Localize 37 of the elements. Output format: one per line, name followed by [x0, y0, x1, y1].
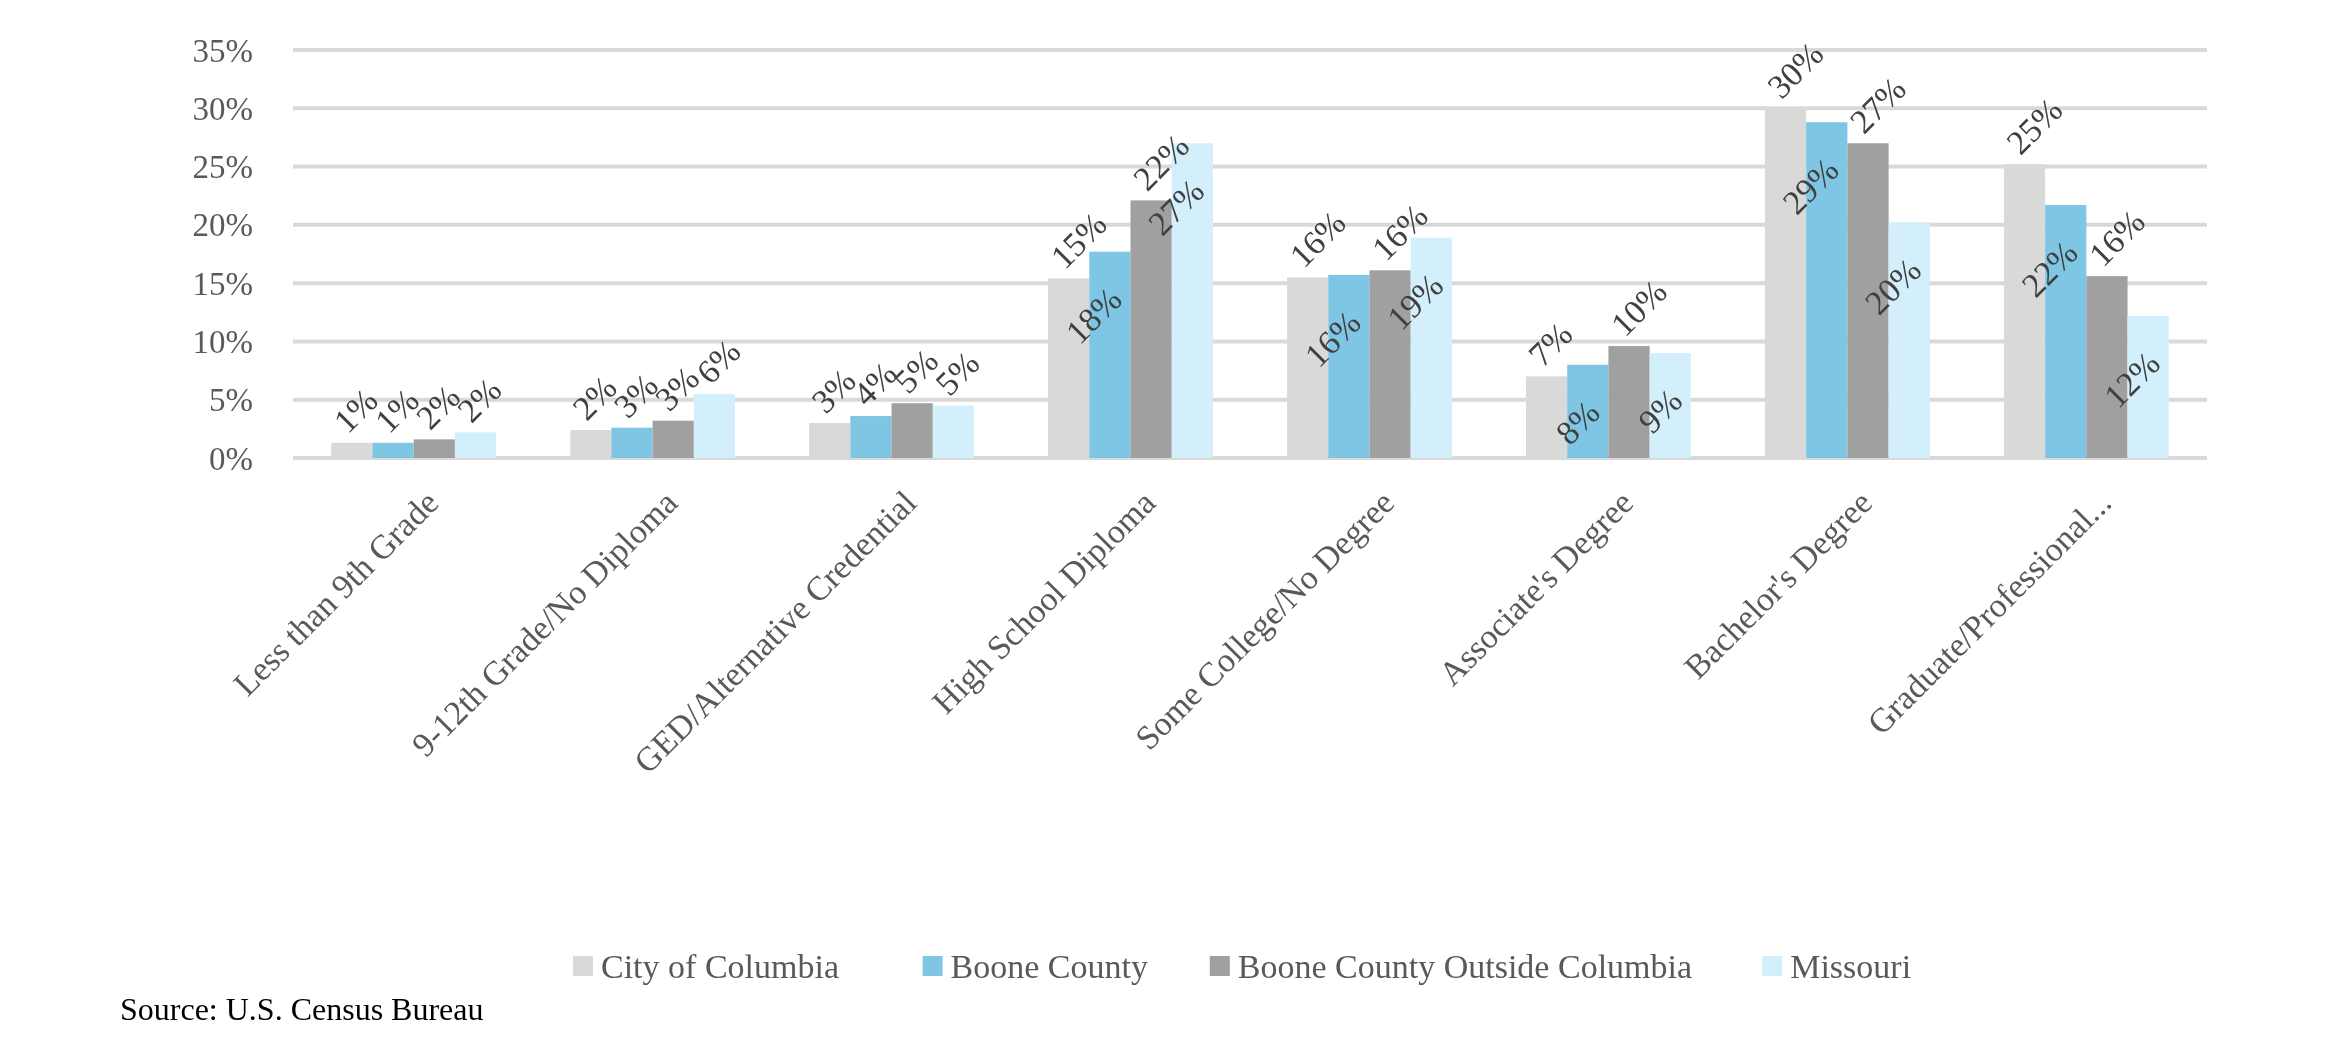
legend-label: Missouri	[1790, 947, 1912, 985]
data-label: 29%	[1775, 151, 1846, 222]
y-tick-label: 15%	[192, 265, 253, 302]
data-label: 15%	[1043, 205, 1114, 276]
bar	[413, 439, 455, 458]
bar	[932, 405, 975, 458]
bar	[891, 403, 933, 458]
data-label: 18%	[1058, 280, 1129, 351]
source-note: Source: U.S. Census Bureau	[120, 991, 484, 1027]
bar	[454, 432, 497, 458]
data-label: 16%	[1282, 204, 1353, 275]
y-tick-label: 35%	[192, 32, 253, 69]
y-tick-label: 5%	[209, 382, 253, 419]
data-label: 16%	[1297, 303, 1368, 375]
legend-label: City of Columbia	[601, 947, 839, 985]
data-label: 12%	[2096, 344, 2168, 415]
data-label: 30%	[1760, 35, 1831, 106]
data-label: 19%	[1380, 266, 1451, 337]
bar	[611, 427, 653, 458]
data-label: 10%	[1603, 272, 1675, 344]
data-label: 20%	[1857, 251, 1929, 322]
bar	[652, 420, 694, 458]
data-label: 16%	[1364, 197, 1436, 268]
data-label: 7%	[1521, 315, 1580, 374]
legend-label: Boone County	[950, 947, 1149, 985]
y-tick-label: 10%	[192, 323, 253, 360]
y-tick-label: 0%	[209, 440, 253, 477]
bar	[372, 442, 414, 458]
bar	[850, 416, 892, 458]
y-tick-label: 30%	[192, 90, 253, 127]
y-tick-label: 20%	[192, 207, 253, 244]
data-label: 27%	[1842, 69, 1914, 141]
data-label: 9%	[1630, 381, 1690, 441]
data-label: 8%	[1548, 393, 1607, 452]
data-label: 25%	[1999, 90, 2070, 162]
y-tick-label: 25%	[192, 149, 253, 186]
legend-label: Boone County Outside Columbia	[1237, 947, 1693, 985]
